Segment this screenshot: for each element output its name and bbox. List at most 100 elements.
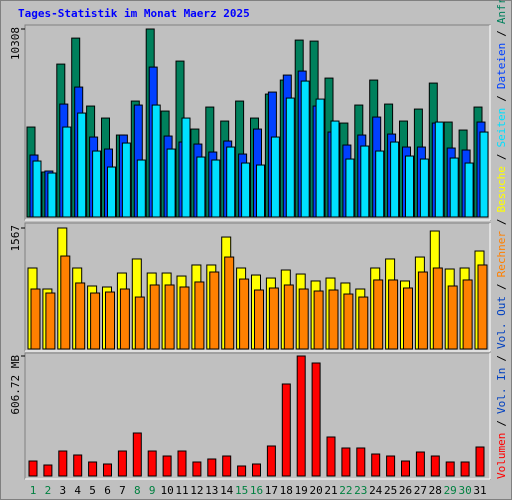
bar	[164, 284, 175, 350]
bar	[149, 284, 160, 350]
bar	[88, 461, 98, 477]
x-tick-label: 20	[309, 484, 322, 497]
bar	[73, 454, 83, 477]
bar	[254, 289, 264, 350]
bar	[432, 267, 443, 350]
x-tick-label: 10	[160, 484, 173, 497]
x-tick-label: 19	[295, 484, 308, 497]
bar	[388, 279, 399, 350]
bar	[430, 455, 440, 477]
x-tick-label: 30	[458, 484, 471, 497]
bar	[371, 453, 381, 477]
legend-separator: /	[495, 95, 508, 102]
bar	[386, 455, 396, 477]
bar	[445, 461, 455, 477]
bar	[268, 287, 279, 350]
bar	[121, 142, 131, 218]
bar	[415, 451, 425, 477]
bar	[62, 126, 72, 218]
bar	[209, 271, 220, 350]
bar	[285, 97, 295, 218]
bar	[151, 104, 161, 218]
bar	[179, 286, 190, 350]
bar	[256, 164, 265, 218]
x-tick-label: 4	[74, 484, 81, 497]
x-tick-label: 7	[119, 484, 126, 497]
bar	[32, 160, 42, 218]
bar	[192, 461, 202, 477]
bar	[401, 460, 410, 477]
legend-entry: Anfragen	[495, 0, 508, 24]
x-tick-label: 9	[149, 484, 156, 497]
bar	[224, 256, 235, 350]
bar	[449, 157, 459, 218]
bar	[270, 136, 280, 218]
bar	[58, 450, 68, 477]
bar	[239, 278, 250, 350]
x-tick-label: 22	[339, 484, 352, 497]
bar	[296, 355, 306, 477]
bar	[356, 447, 366, 477]
bar	[237, 465, 247, 477]
x-tick-label: 3	[59, 484, 66, 497]
legend-entry: Seiten	[495, 108, 508, 148]
bar	[30, 288, 41, 350]
x-tick-label: 15	[235, 484, 248, 497]
bar	[207, 458, 217, 477]
x-tick-label: 29	[444, 484, 457, 497]
x-tick-label: 5	[89, 484, 96, 497]
x-tick-label: 18	[280, 484, 293, 497]
bar	[311, 362, 321, 477]
bar	[360, 145, 370, 218]
x-tick-label: 17	[265, 484, 278, 497]
bar	[358, 296, 369, 350]
bar	[313, 290, 324, 350]
x-tick-label: 27	[414, 484, 427, 497]
legend-entry: Besuche	[495, 166, 508, 212]
legend-entry: Vol. Out	[495, 296, 508, 349]
bar	[105, 291, 115, 350]
bar	[77, 112, 87, 218]
bar	[477, 264, 488, 350]
x-tick-label: 25	[384, 484, 397, 497]
legend-entry: Dateien	[495, 43, 508, 89]
bar	[326, 436, 336, 477]
bar	[194, 281, 205, 350]
bar	[92, 150, 102, 218]
bar	[447, 285, 458, 350]
bar	[177, 450, 187, 477]
bar	[252, 463, 261, 477]
x-tick-label: 26	[399, 484, 412, 497]
x-tick-label: 6	[104, 484, 111, 497]
bar	[375, 150, 385, 218]
legend-separator: /	[495, 218, 508, 225]
legend-separator: /	[495, 283, 508, 290]
bar	[222, 455, 232, 477]
legend-separator: /	[495, 30, 508, 37]
x-tick-label: 8	[134, 484, 141, 497]
x-tick-label: 14	[220, 484, 234, 497]
x-tick-label: 13	[205, 484, 218, 497]
y-tick-label: 606.72 MB	[9, 355, 22, 415]
bar	[281, 383, 291, 477]
bar	[315, 98, 325, 218]
bar	[390, 141, 400, 218]
bar	[166, 148, 176, 218]
bar	[47, 172, 57, 218]
legend-entry: Vol. In	[495, 368, 508, 414]
bar	[117, 450, 127, 477]
bar	[283, 284, 294, 350]
bar	[147, 450, 157, 477]
bar	[196, 156, 206, 218]
y-tick-label: 1567	[9, 225, 22, 252]
x-tick-label: 12	[190, 484, 203, 497]
bar	[75, 282, 86, 350]
bar	[373, 279, 384, 350]
bar	[134, 296, 145, 350]
bar	[419, 158, 429, 218]
bar	[90, 292, 101, 350]
bar	[343, 293, 354, 350]
x-tick-label: 28	[429, 484, 442, 497]
bar	[434, 121, 444, 218]
